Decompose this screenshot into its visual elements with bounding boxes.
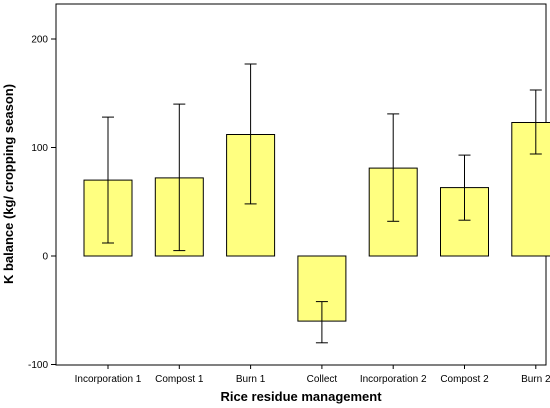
x-axis: Incorporation 1 Compost 1 Burn 1 Collect Inc… (75, 365, 550, 385)
y-tick-label-2: 0 (42, 252, 48, 263)
bar-7 (511, 122, 550, 257)
y-tick-label-4: 200 (31, 35, 48, 46)
error-bars-layer (102, 63, 542, 344)
x-tick-label-1: Incorporation 1 (75, 374, 142, 385)
y-tick-label-3: 100 (31, 143, 48, 154)
x-tick-label-3: Burn 1 (236, 374, 266, 385)
y-tick-label-1: -100 (28, 360, 48, 371)
y-axis-title: K balance (kg/ cropping season) (1, 84, 16, 284)
x-tick-label-5: Incorporation 2 (360, 374, 427, 385)
x-tick-label-2: Compost 1 (155, 374, 204, 385)
x-tick-label-6: Compost 2 (440, 374, 489, 385)
x-tick-label-7: Burn 2 (521, 374, 550, 385)
x-axis-title: Rice residue management (220, 389, 382, 404)
y-axis: -100 0 100 200 (28, 35, 56, 371)
x-tick-label-4: Collect (307, 374, 338, 385)
